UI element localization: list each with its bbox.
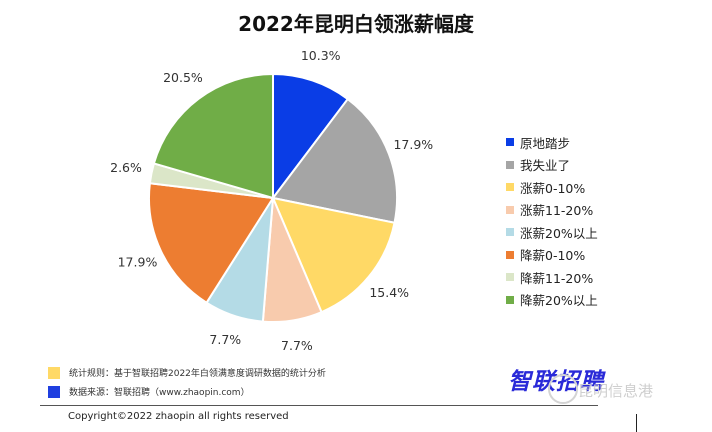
legend-swatch — [506, 183, 514, 192]
legend-label: 涨薪11-20% — [520, 203, 594, 219]
chart-title: 2022年昆明白领涨薪幅度 — [238, 12, 474, 36]
legend-swatch — [506, 250, 514, 259]
data-label-1: 10.3% — [301, 48, 341, 63]
legend-label: 我失业了 — [520, 158, 571, 174]
legend-item-7: 降薪11-20% — [506, 266, 598, 289]
legend-label: 降薪20%以上 — [520, 293, 598, 309]
data-label-5: 7.7% — [209, 332, 241, 347]
legend-item-5: 涨薪20%以上 — [506, 221, 598, 244]
legend-item-2: 我失业了 — [506, 154, 598, 177]
note-source: 数据来源：智联招聘（www.zhaopin.com） — [48, 382, 326, 401]
copyright-text: Copyright©2022 zhaopin all rights reserv… — [68, 411, 289, 422]
pie-slice-3 — [271, 196, 396, 314]
legend-swatch — [506, 295, 514, 304]
note-rule-swatch — [48, 366, 60, 379]
data-label-2: 17.9% — [393, 137, 433, 152]
chart-legend: 原地踏步我失业了涨薪0-10% 涨薪11-20% 涨薪20%以上 降薪0-10% 降薪1… — [506, 131, 598, 311]
data-label-7: 2.6% — [110, 160, 142, 175]
note-source-swatch — [48, 385, 60, 398]
legend-item-8: 降薪20%以上 — [506, 289, 598, 312]
data-label-4: 7.7% — [281, 338, 313, 353]
watermark: 昆明信息港 — [578, 382, 654, 400]
pie-slice-8 — [152, 72, 274, 200]
edge-mark — [636, 414, 637, 432]
legend-label: 降薪11-20% — [520, 270, 594, 286]
data-label-6: 17.9% — [118, 254, 158, 269]
legend-label: 原地踏步 — [520, 135, 571, 151]
watermark-icon — [548, 374, 578, 404]
pie-slice-1 — [272, 72, 350, 201]
legend-swatch — [506, 273, 514, 282]
note-rule-text: 统计规则：基于智联招聘2022年白领满意度调研数据的统计分析 — [69, 369, 326, 379]
data-label-8: 20.5% — [163, 70, 203, 85]
pie-slice-6 — [148, 182, 275, 305]
legend-item-1: 原地踏步 — [506, 131, 598, 154]
data-label-3: 15.4% — [369, 285, 409, 300]
footer-divider — [40, 405, 598, 406]
legend-swatch — [506, 205, 514, 214]
legend-item-3: 涨薪0-10% — [506, 176, 598, 199]
pie-slice-2 — [271, 97, 398, 224]
note-rule: 统计规则：基于智联招聘2022年白领满意度调研数据的统计分析 — [48, 363, 326, 382]
footnotes: 统计规则：基于智联招聘2022年白领满意度调研数据的统计分析 数据来源：智联招聘… — [48, 363, 326, 401]
legend-item-6: 降薪0-10% — [506, 244, 598, 267]
legend-label: 降薪0-10% — [520, 248, 586, 264]
legend-item-4: 涨薪11-20% — [506, 199, 598, 222]
legend-swatch — [506, 160, 514, 169]
legend-label: 涨薪0-10% — [520, 180, 586, 196]
legend-swatch — [506, 228, 514, 237]
note-source-text: 数据来源：智联招聘（www.zhaopin.com） — [69, 388, 250, 398]
legend-label: 涨薪20%以上 — [520, 225, 598, 241]
legend-swatch — [506, 138, 514, 147]
